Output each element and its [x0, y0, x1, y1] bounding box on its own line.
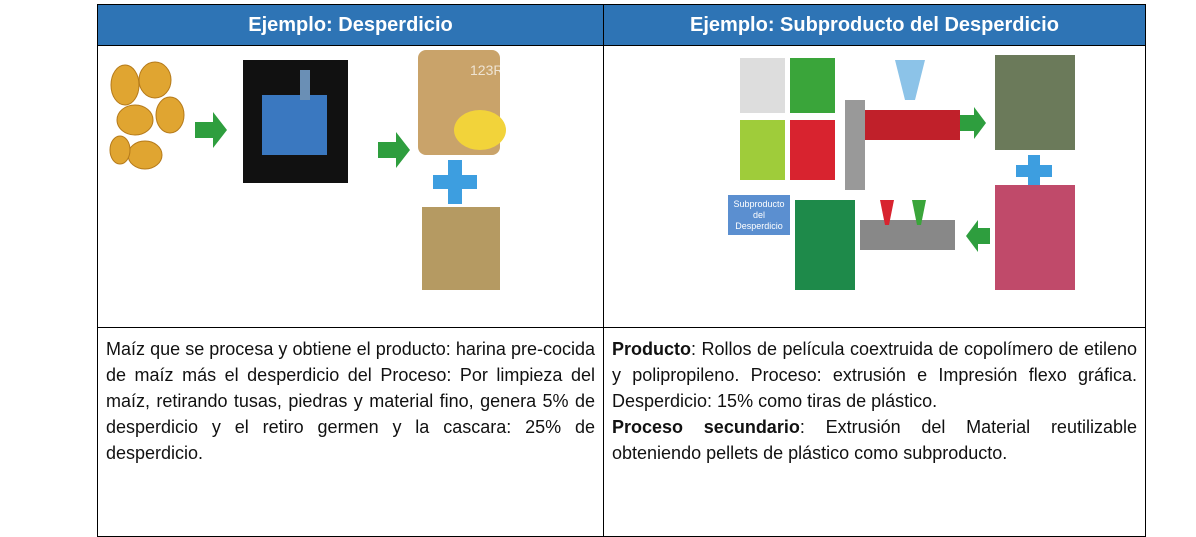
waste-photo: [422, 207, 500, 290]
hopper: [895, 60, 925, 100]
illustrations: 123RF: [109, 50, 1075, 290]
text-cell: Maíz que se procesa y obtiene el product…: [97, 327, 604, 537]
rolls: [995, 55, 1075, 150]
pellets: [740, 58, 785, 113]
pellets: [790, 58, 835, 113]
paragraph: Proceso secundario: Extrusión del Materi…: [612, 414, 1137, 466]
green-pellets: [795, 200, 855, 290]
label: Producto: [612, 339, 691, 359]
chimney: [300, 70, 310, 100]
flour: [454, 110, 506, 150]
text: : Rollos de película coextruida de copol…: [612, 339, 1137, 411]
watermark: 123RF: [470, 62, 512, 78]
page: Ejemplo: Desperdicio Ejemplo: Subproduct…: [97, 4, 1146, 537]
extruder: [850, 110, 960, 140]
factory-building: [262, 95, 327, 155]
extruder: [860, 220, 955, 250]
header-cell: Ejemplo: Desperdicio: [97, 4, 604, 46]
text-cell: Producto: Rollos de película coextruida …: [603, 327, 1146, 537]
plus: [433, 160, 477, 204]
text: : Extrusión del Material reutilizable ob…: [612, 417, 1137, 463]
plus: [1016, 155, 1052, 187]
paragraph: Producto: Rollos de película coextruida …: [612, 336, 1137, 414]
label: Proceso secundario: [612, 417, 800, 437]
extruder-motor: [845, 100, 865, 190]
paragraph: Maíz que se procesa y obtiene el product…: [106, 339, 595, 463]
pellets: [740, 120, 785, 180]
pellets: [790, 120, 835, 180]
figure-label: Subproducto del Desperdicio: [728, 195, 790, 235]
arrows: [195, 107, 990, 252]
strips: [995, 185, 1075, 290]
corn: [109, 61, 185, 170]
